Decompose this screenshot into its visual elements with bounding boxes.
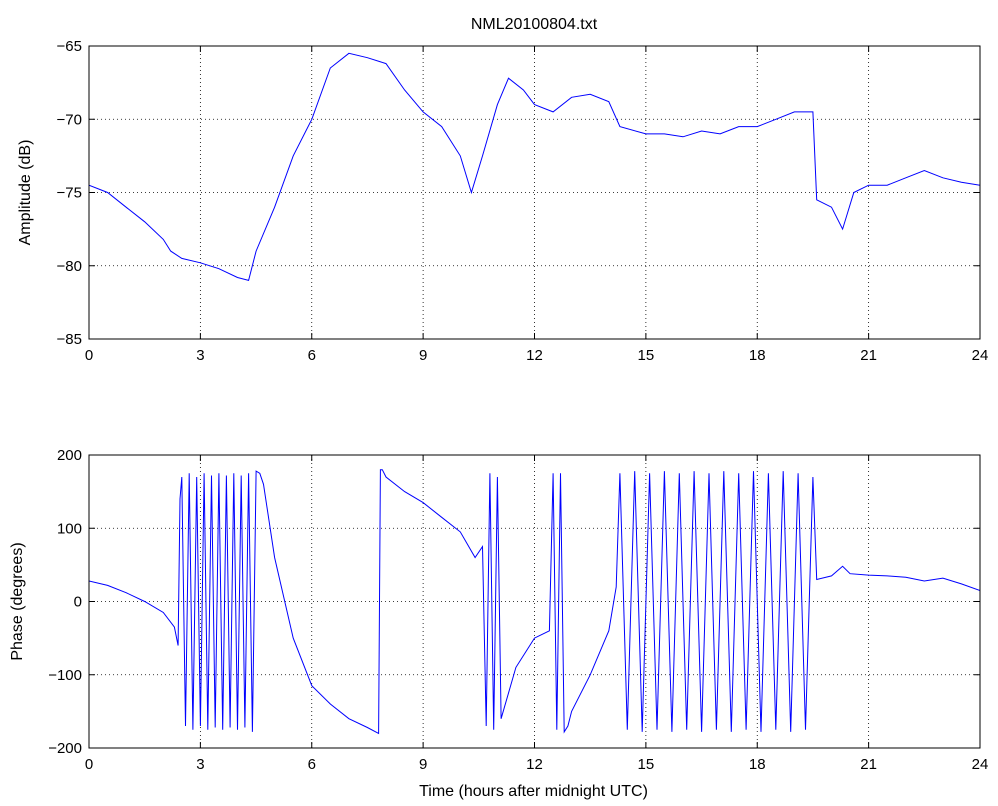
phase-x-tick-label: 18 — [749, 756, 766, 773]
amplitude-x-tick-label: 0 — [85, 347, 93, 364]
phase-series-line — [89, 469, 980, 735]
phase-x-tick-label: 3 — [196, 756, 204, 773]
amplitude-x-tick-label: 21 — [860, 347, 877, 364]
phase-y-axis-label: Phase (degrees) — [9, 542, 26, 660]
amplitude-x-tick-label: 6 — [308, 347, 316, 364]
amplitude-x-tick-label: 9 — [419, 347, 427, 364]
phase-y-tick-label: −200 — [48, 740, 82, 757]
chart-title: NML20100804.txt — [471, 16, 598, 33]
amplitude-y-tick-label: −85 — [57, 331, 82, 348]
amplitude-y-tick-label: −70 — [57, 111, 82, 128]
phase-panel: 0 3 6 9 12 15 18 21 24 −200 −100 0 100 200 Phase (degr… — [9, 447, 988, 800]
amplitude-x-tick-label: 15 — [638, 347, 655, 364]
phase-y-tick-label: 100 — [57, 520, 82, 537]
amplitude-x-tick-label: 24 — [972, 347, 989, 364]
phase-y-tick-label: −100 — [48, 667, 82, 684]
phase-x-tick-label: 24 — [972, 756, 989, 773]
amplitude-x-tick-label: 3 — [196, 347, 204, 364]
phase-y-tick-label: 200 — [57, 447, 82, 464]
amplitude-plot-area — [89, 46, 980, 339]
amplitude-series-line — [89, 52, 980, 282]
amplitude-y-tick-label: −80 — [57, 258, 82, 275]
amplitude-panel: 0 3 6 9 12 15 18 21 24 −85 −80 −75 −70 −65 Amplitude (… — [17, 38, 988, 364]
amplitude-y-tick-label: −75 — [57, 185, 82, 202]
phase-x-tick-label: 21 — [860, 756, 877, 773]
amplitude-x-tick-label: 12 — [526, 347, 543, 364]
phase-x-tick-label: 6 — [308, 756, 316, 773]
phase-x-tick-label: 15 — [638, 756, 655, 773]
amplitude-x-tick-label: 18 — [749, 347, 766, 364]
amplitude-y-axis-label: Amplitude (dB) — [17, 140, 34, 246]
phase-y-tick-label: 0 — [74, 594, 82, 611]
phase-x-tick-label: 12 — [526, 756, 543, 773]
amplitude-y-tick-label: −65 — [57, 38, 82, 55]
phase-x-tick-label: 0 — [85, 756, 93, 773]
phase-x-tick-label: 9 — [419, 756, 427, 773]
phase-x-axis-label: Time (hours after midnight UTC) — [419, 783, 648, 800]
